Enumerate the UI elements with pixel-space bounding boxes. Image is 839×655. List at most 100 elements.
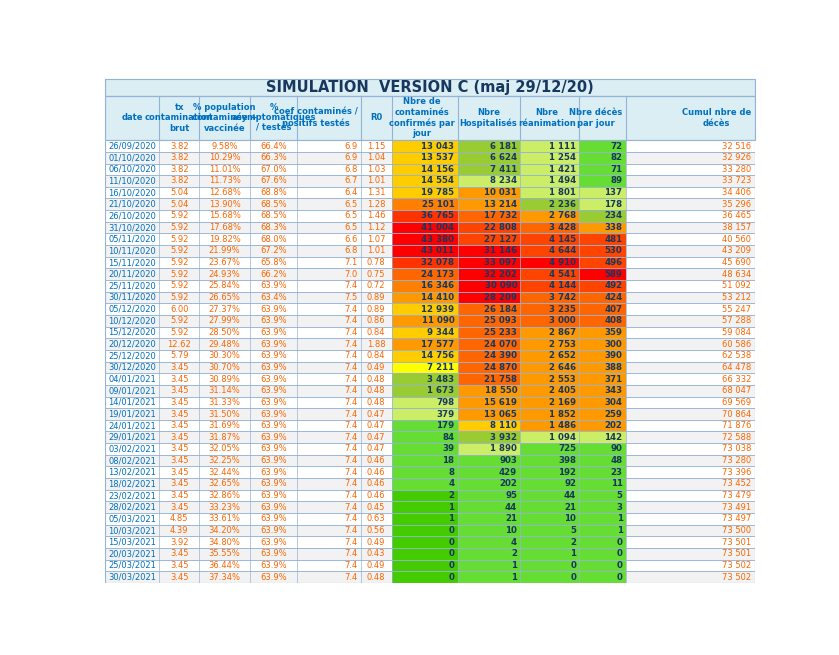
Text: 30.30%: 30.30% xyxy=(209,351,241,360)
Text: 7.4: 7.4 xyxy=(344,550,357,558)
Bar xyxy=(520,490,579,501)
Bar xyxy=(520,571,579,583)
Bar xyxy=(520,210,579,222)
Bar xyxy=(392,152,457,164)
Text: 6 181: 6 181 xyxy=(490,141,517,151)
Text: 589: 589 xyxy=(605,270,623,278)
Text: 6.8: 6.8 xyxy=(344,246,357,255)
Text: 4 541: 4 541 xyxy=(549,270,576,278)
Bar xyxy=(457,443,520,455)
Text: 304: 304 xyxy=(605,398,623,407)
Bar xyxy=(520,315,579,327)
Text: date: date xyxy=(122,113,143,122)
Text: 15 619: 15 619 xyxy=(484,398,517,407)
Text: 33.61%: 33.61% xyxy=(209,514,241,523)
Text: 03/02/2021: 03/02/2021 xyxy=(108,445,156,453)
Text: 0.46: 0.46 xyxy=(367,479,385,489)
Text: 63.9%: 63.9% xyxy=(260,398,287,407)
Text: 5.92: 5.92 xyxy=(170,212,189,221)
Text: 0.56: 0.56 xyxy=(367,526,385,535)
Text: 11.01%: 11.01% xyxy=(209,165,241,174)
Text: 10/03/2021: 10/03/2021 xyxy=(108,526,156,535)
Text: 7.4: 7.4 xyxy=(344,339,357,348)
Text: 1.12: 1.12 xyxy=(367,223,385,232)
Bar xyxy=(457,455,520,466)
Text: 11.73%: 11.73% xyxy=(209,176,241,185)
Bar xyxy=(520,420,579,432)
Bar xyxy=(105,152,755,164)
Bar xyxy=(520,466,579,478)
Bar xyxy=(579,385,626,396)
Text: 0.78: 0.78 xyxy=(367,258,385,267)
Text: 2 646: 2 646 xyxy=(549,363,576,372)
Bar xyxy=(579,362,626,373)
Text: 59 084: 59 084 xyxy=(722,328,751,337)
Bar xyxy=(579,257,626,269)
Text: 32.25%: 32.25% xyxy=(209,456,241,465)
Bar xyxy=(579,198,626,210)
Text: 35 296: 35 296 xyxy=(722,200,751,209)
Bar xyxy=(579,571,626,583)
Text: 5.92: 5.92 xyxy=(170,258,189,267)
Bar xyxy=(457,280,520,291)
Text: 5.92: 5.92 xyxy=(170,293,189,302)
Text: 16 346: 16 346 xyxy=(421,282,455,290)
Bar xyxy=(457,396,520,408)
Bar xyxy=(105,373,755,385)
Bar xyxy=(392,362,457,373)
Text: 14 756: 14 756 xyxy=(421,351,455,360)
Text: 19/01/2021: 19/01/2021 xyxy=(108,409,156,419)
Text: 1.03: 1.03 xyxy=(367,165,385,174)
Text: 28.50%: 28.50% xyxy=(209,328,241,337)
Text: 9 344: 9 344 xyxy=(427,328,455,337)
Bar xyxy=(392,140,457,152)
Text: 13.90%: 13.90% xyxy=(209,200,241,209)
Text: 3 932: 3 932 xyxy=(490,433,517,442)
Text: 1.46: 1.46 xyxy=(367,212,385,221)
Text: 63.9%: 63.9% xyxy=(260,561,287,570)
Bar xyxy=(392,257,457,269)
Bar xyxy=(520,303,579,315)
Bar xyxy=(579,455,626,466)
Bar xyxy=(579,291,626,303)
Text: 30.70%: 30.70% xyxy=(209,363,241,372)
Text: 798: 798 xyxy=(436,398,455,407)
Bar xyxy=(520,327,579,338)
Text: 5.92: 5.92 xyxy=(170,328,189,337)
Text: 31.33%: 31.33% xyxy=(209,398,241,407)
Text: 14 410: 14 410 xyxy=(421,293,455,302)
Bar xyxy=(457,315,520,327)
Bar xyxy=(579,327,626,338)
Text: 903: 903 xyxy=(499,456,517,465)
Text: 20/11/2020: 20/11/2020 xyxy=(108,270,156,278)
Text: 63.9%: 63.9% xyxy=(260,351,287,360)
Text: 63.9%: 63.9% xyxy=(260,468,287,477)
Text: 0.47: 0.47 xyxy=(367,409,385,419)
Text: 71 876: 71 876 xyxy=(722,421,751,430)
Text: 4 145: 4 145 xyxy=(549,234,576,244)
Text: 19 785: 19 785 xyxy=(421,188,455,197)
Text: 11 090: 11 090 xyxy=(422,316,455,326)
Text: 67.0%: 67.0% xyxy=(260,165,287,174)
Bar xyxy=(520,187,579,198)
Text: 34 406: 34 406 xyxy=(722,188,751,197)
Text: 73 500: 73 500 xyxy=(722,526,751,535)
Text: 0.47: 0.47 xyxy=(367,421,385,430)
Text: 17 577: 17 577 xyxy=(421,339,455,348)
Bar xyxy=(457,362,520,373)
Bar xyxy=(579,525,626,536)
Text: 0.72: 0.72 xyxy=(367,282,385,290)
Text: 7.4: 7.4 xyxy=(344,421,357,430)
Text: 1 421: 1 421 xyxy=(549,165,576,174)
Text: 43 209: 43 209 xyxy=(722,246,751,255)
Text: 24 390: 24 390 xyxy=(484,351,517,360)
Text: 25 101: 25 101 xyxy=(422,200,455,209)
Bar xyxy=(392,420,457,432)
Text: 15/12/2020: 15/12/2020 xyxy=(108,328,156,337)
Text: 0.84: 0.84 xyxy=(367,351,385,360)
Bar xyxy=(457,257,520,269)
Text: 33.23%: 33.23% xyxy=(209,503,241,512)
Text: 725: 725 xyxy=(558,445,576,453)
Text: 63.9%: 63.9% xyxy=(260,538,287,547)
Text: 32.86%: 32.86% xyxy=(209,491,241,500)
